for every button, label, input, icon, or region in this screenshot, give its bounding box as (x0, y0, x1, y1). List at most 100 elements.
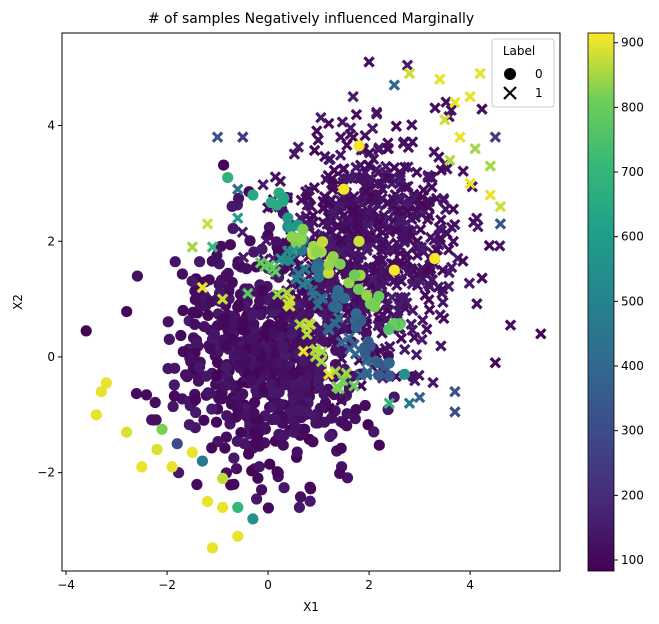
scatter-point-label-1 (361, 366, 374, 378)
scatter-point-label-0 (169, 256, 181, 268)
scatter-point-label-1 (315, 111, 327, 124)
scatter-point-label-0 (237, 388, 249, 400)
scatter-point-label-0 (314, 402, 326, 414)
colorbar-tick-label: 300 (621, 424, 644, 438)
scatter-point-label-0 (167, 400, 179, 413)
scatter-point-label-1 (363, 147, 376, 159)
scatter-point-label-1 (324, 153, 336, 165)
scatter-point-label-1 (335, 352, 348, 365)
scatter-point-label-0 (213, 287, 226, 299)
scatter-point-label-0 (265, 196, 277, 209)
scatter-point-label-1 (535, 328, 547, 340)
scatter-point-label-0 (398, 368, 410, 380)
scatter-point-label-1 (425, 231, 437, 244)
scatter-point-label-0 (121, 306, 133, 318)
scatter-point-label-1 (474, 67, 486, 80)
scatter-point-label-1 (353, 171, 366, 184)
scatter-point-label-1 (388, 79, 401, 91)
scatter-point-label-1 (449, 385, 461, 398)
y-tick-label: 0 (47, 350, 55, 364)
scatter-point-label-1 (443, 266, 455, 279)
scatter-point-label-1 (322, 368, 335, 381)
scatter-point-label-1 (484, 160, 497, 172)
scatter-point-label-0 (304, 495, 316, 507)
scatter-point-label-0 (186, 275, 198, 287)
scatter-point-label-1 (476, 272, 488, 284)
scatter-point-label-0 (189, 318, 201, 330)
scatter-point-label-1 (397, 137, 410, 150)
scatter-point-label-0 (95, 386, 107, 398)
scatter-point-label-1 (372, 189, 385, 202)
scatter-point-label-0 (247, 189, 259, 201)
scatter-point-label-0 (255, 309, 267, 321)
scatter-point-label-0 (348, 269, 361, 281)
scatter-point-label-1 (313, 325, 326, 337)
scatter-point-label-0 (121, 426, 133, 438)
scatter-point-label-1 (439, 114, 451, 126)
scatter-point-label-0 (303, 307, 315, 319)
scatter-point-label-1 (329, 365, 342, 378)
scatter-point-label-0 (341, 408, 353, 420)
colorbar-tick-label: 100 (621, 553, 644, 567)
scatter-point-label-1 (395, 332, 408, 345)
scatter-point-label-1 (228, 336, 241, 349)
scatter-point-label-1 (186, 241, 199, 253)
scatter-point-label-1 (441, 163, 453, 175)
scatter-point-label-1 (504, 319, 517, 331)
scatter-point-label-0 (130, 388, 143, 400)
scatter-point-label-0 (212, 436, 224, 448)
scatter-point-label-0 (275, 398, 287, 410)
scatter-point-label-1 (421, 213, 434, 226)
scatter-point-label-0 (187, 306, 199, 318)
scatter-point-label-0 (313, 368, 325, 380)
scatter-point-label-1 (403, 67, 416, 80)
scatter-point-label-1 (362, 219, 375, 232)
scatter-point-label-1 (415, 241, 428, 254)
scatter-point-label-0 (149, 396, 161, 409)
scatter-point-label-1 (307, 209, 319, 222)
scatter-point-label-0 (294, 491, 307, 503)
scatter-point-label-0 (282, 212, 294, 224)
scatter-point-label-0 (230, 463, 243, 475)
scatter-point-label-1 (442, 244, 455, 256)
x-tick-label: 2 (365, 578, 373, 592)
scatter-point-label-1 (211, 131, 224, 143)
scatter-point-label-1 (435, 340, 447, 352)
scatter-point-label-0 (240, 410, 252, 422)
scatter-point-label-1 (351, 215, 364, 228)
scatter-point-label-1 (373, 216, 385, 228)
scatter-point-label-1 (415, 198, 428, 210)
scatter-point-label-1 (344, 128, 356, 141)
scatter-point-label-1 (394, 192, 407, 204)
scatter-point-label-1 (201, 218, 214, 230)
scatter-point-label-0 (218, 159, 230, 171)
scatter-point-label-0 (162, 316, 174, 328)
scatter-point-label-1 (338, 163, 350, 175)
scatter-point-label-0 (232, 530, 244, 542)
scatter-point-label-0 (262, 502, 274, 514)
scatter-point-label-0 (279, 378, 291, 391)
scatter-point-label-1 (376, 238, 389, 251)
y-axis-label: X2 (11, 294, 25, 310)
scatter-point-label-1 (277, 315, 289, 327)
scatter-point-label-0 (222, 267, 234, 279)
scatter-point-label-0 (194, 361, 206, 373)
scatter-point-label-1 (281, 245, 294, 257)
scatter-point-label-0 (211, 249, 223, 261)
scatter-point-label-0 (338, 292, 350, 304)
scatter-point-label-0 (286, 328, 298, 340)
scatter-point-label-0 (168, 390, 180, 402)
scatter-point-label-1 (390, 120, 403, 132)
scatter-point-label-0 (277, 341, 289, 353)
scatter-point-label-0 (383, 323, 395, 336)
scatter-point-label-1 (437, 283, 449, 295)
scatter-point-label-0 (200, 370, 212, 382)
scatter-point-label-1 (483, 239, 496, 252)
scatter-point-label-1 (265, 308, 277, 320)
y-axis-ticks: −2 0 2 4 (37, 119, 62, 480)
scatter-point-label-0 (217, 501, 229, 513)
scatter-point-label-0 (297, 223, 309, 235)
scatter-point-label-0 (233, 299, 245, 312)
scatter-point-label-1 (406, 278, 419, 290)
scatter-point-label-1 (416, 333, 428, 346)
